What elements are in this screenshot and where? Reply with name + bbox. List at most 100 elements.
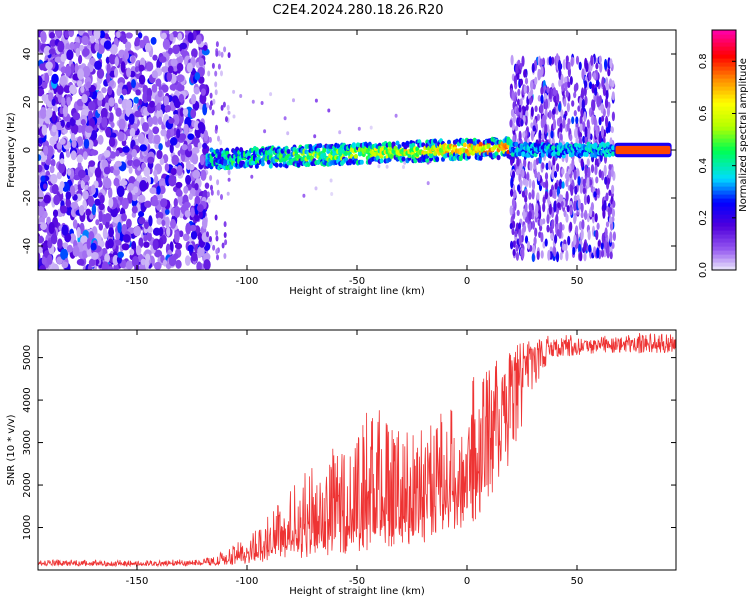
heatmap-cell [98,210,103,223]
heatmap-cell [551,168,555,180]
heatmap-cell [553,246,557,257]
heatmap-cell [99,194,105,204]
heatmap-cell [66,49,74,61]
colorbar-segment [712,42,736,47]
heatmap-cell [117,251,124,259]
heatmap-cell [77,169,86,179]
heatmap-cell [517,184,521,192]
heatmap-cell [214,214,218,221]
heatmap-cell [191,147,200,154]
heatmap-cell [128,166,133,174]
heatmap-cell [601,232,605,244]
heatmap-cell [460,138,465,144]
heatmap-cell [116,87,122,97]
heatmap-cell [41,94,47,102]
heatmap-cell [573,234,577,246]
heatmap-cell [38,75,43,87]
heatmap-cell [318,143,323,149]
heatmap-cell [518,234,522,246]
heatmap-cell [296,162,301,168]
heatmap-cell [566,102,571,113]
heatmap-cell [605,77,609,87]
heatmap-cell [65,199,72,208]
heatmap-cell [60,53,67,63]
heatmap-cell [302,193,306,198]
heatmap-cell [511,197,516,208]
heatmap-cell [562,117,566,129]
heatmap-cell [118,118,126,130]
heatmap-cell [541,57,546,67]
heatmap-cell [207,197,211,204]
heatmap-cell [70,132,76,142]
heatmap-cell [103,40,112,50]
heatmap-cell [605,127,610,134]
heatmap-cell [577,105,581,112]
heatmap-cell [577,198,581,210]
heatmap-cell [48,92,54,102]
heatmap-cell [76,80,83,87]
heatmap-cell [69,185,76,197]
heatmap-cell [85,125,93,133]
heatmap-cell [38,39,42,52]
heatmap-cell [215,230,219,236]
heatmap-cell [168,174,177,187]
heatmap-cell [159,157,165,165]
heatmap-cell [168,255,177,267]
heatmap-cell [206,102,210,109]
heatmap-cell [573,83,578,93]
colorbar-segment [712,86,736,91]
heatmap-cell [573,200,577,212]
colorbar: 0.0 0.2 0.4 0.6 0.8 Normalized spectral ampli… [698,29,749,278]
heatmap-cell [93,30,101,40]
heatmap-cell [38,88,45,97]
heatmap-cell [80,119,86,126]
heatmap-cell [600,249,605,258]
heatmap-cell [112,254,119,266]
heatmap-cell [83,138,90,149]
heatmap-cell [177,83,185,92]
heatmap-cell [60,119,65,127]
heatmap-cell [534,76,538,85]
heatmap-cell [220,104,224,111]
heatmap-cell [537,68,541,81]
heatmap-cell [166,71,173,82]
heatmap-cell [528,178,532,189]
heatmap-cell [587,129,591,140]
heatmap-cell [169,32,174,42]
heatmap-cell [590,55,594,66]
heatmap-cell [609,216,613,225]
heatmap-cell [569,221,573,232]
heatmap-cell [163,95,170,107]
heatmap-cell [139,180,148,192]
heatmap-cell [194,195,201,206]
heatmap-cell [131,149,138,158]
colorbar-segment [712,166,736,171]
heatmap-cell [567,81,571,88]
heatmap-cell [187,143,192,152]
heatmap-cell [548,160,552,170]
heatmap-cell [540,250,544,259]
heatmap-cell [552,108,556,115]
heatmap-cell [426,181,430,186]
heatmap-cell [176,74,185,83]
heatmap-cell [66,96,71,106]
colorbar-segment [712,214,736,219]
heatmap-cell [534,227,538,237]
heatmap-cell [104,253,111,263]
heatmap-cell [41,256,47,265]
heatmap-cell [43,45,51,56]
heatmap-cell [221,242,225,249]
snr-line-plot: -150 -100 -50 0 50 1000 2000 3000 4000 5000 Height… [6,329,677,597]
heatmap-cell [215,235,219,242]
heatmap-cell [164,216,170,228]
heatmap-cell [153,169,158,177]
heatmap-plot: -150 -100 -50 0 50 -40 -20 0 20 40 Height of strai… [6,29,677,297]
heatmap-cell [535,211,539,218]
colorbar-segment [712,118,736,123]
heatmap-cell [104,94,109,106]
heatmap-cell [555,251,560,263]
heatmap-cell [91,251,99,260]
heatmap-cell [598,169,602,179]
heatmap-cell [198,57,205,67]
heatmap-cell [209,175,213,181]
